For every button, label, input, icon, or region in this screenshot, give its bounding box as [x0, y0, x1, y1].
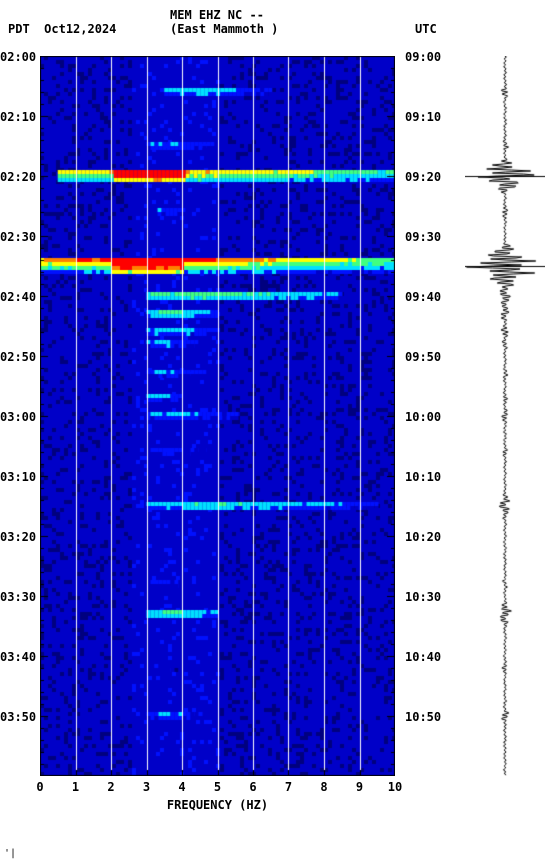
- y-tick-left: 02:50: [0, 350, 38, 364]
- y-tick-left: 03:00: [0, 410, 38, 424]
- x-tick: 9: [350, 780, 370, 794]
- y-tick-right: 09:20: [405, 170, 441, 184]
- y-tick-right: 10:10: [405, 470, 441, 484]
- station-name: (East Mammoth ): [170, 22, 278, 36]
- y-tick-right: 09:10: [405, 110, 441, 124]
- y-tick-right: 10:20: [405, 530, 441, 544]
- y-tick-left: 02:40: [0, 290, 38, 304]
- x-tick: 6: [243, 780, 263, 794]
- y-tick-left: 02:30: [0, 230, 38, 244]
- x-tick: 2: [101, 780, 121, 794]
- y-tick-right: 09:40: [405, 290, 441, 304]
- spectrogram-plot: [40, 56, 395, 776]
- y-tick-right: 10:30: [405, 590, 441, 604]
- footer-mark: '|: [4, 848, 16, 859]
- y-tick-left: 03:10: [0, 470, 38, 484]
- y-tick-left: 03:30: [0, 590, 38, 604]
- tz-right: UTC: [415, 22, 437, 36]
- y-tick-left: 02:10: [0, 110, 38, 124]
- x-tick: 7: [279, 780, 299, 794]
- x-axis-label: FREQUENCY (HZ): [40, 798, 395, 812]
- station-id: MEM EHZ NC --: [170, 8, 264, 22]
- x-tick: 4: [172, 780, 192, 794]
- y-tick-left: 03:20: [0, 530, 38, 544]
- x-tick: 8: [314, 780, 334, 794]
- y-tick-right: 10:40: [405, 650, 441, 664]
- spectrogram-canvas: [40, 56, 395, 776]
- y-tick-left: 03:40: [0, 650, 38, 664]
- y-tick-left: 02:00: [0, 50, 38, 64]
- y-tick-right: 09:50: [405, 350, 441, 364]
- y-tick-right: 09:30: [405, 230, 441, 244]
- seismogram-plot: [465, 56, 545, 776]
- y-tick-right: 10:50: [405, 710, 441, 724]
- y-tick-left: 03:50: [0, 710, 38, 724]
- x-tick: 1: [66, 780, 86, 794]
- x-tick: 10: [385, 780, 405, 794]
- x-tick: 0: [30, 780, 50, 794]
- y-tick-right: 10:00: [405, 410, 441, 424]
- x-tick: 5: [208, 780, 228, 794]
- seismogram-canvas: [465, 56, 545, 776]
- tz-left: PDT Oct12,2024: [8, 22, 116, 36]
- x-tick: 3: [137, 780, 157, 794]
- y-tick-right: 09:00: [405, 50, 441, 64]
- y-tick-left: 02:20: [0, 170, 38, 184]
